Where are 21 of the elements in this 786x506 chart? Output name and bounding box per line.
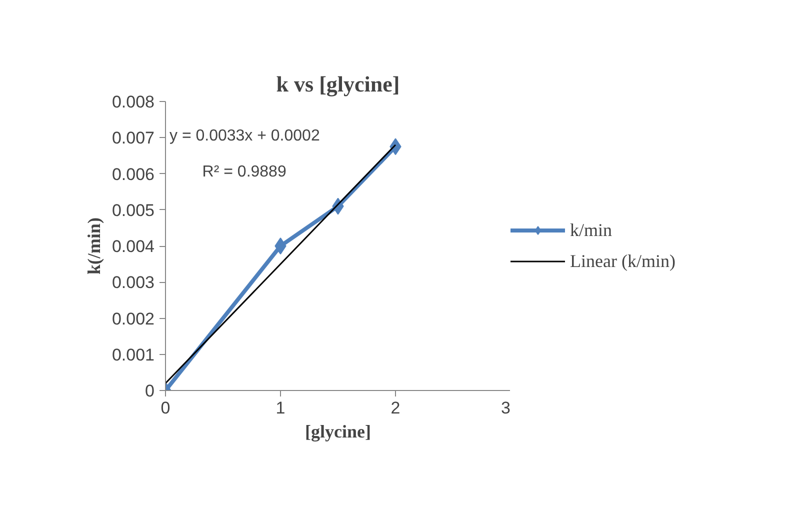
legend-label: k/min [570, 220, 612, 240]
x-tick-label: 1 [276, 398, 286, 418]
point [274, 238, 286, 254]
y-tick-label: 0.001 [112, 345, 155, 364]
legend-label: Linear (k/min) [570, 250, 676, 272]
y-tick-label: 0.008 [112, 92, 155, 112]
y-tick-label: 0.003 [112, 273, 155, 292]
y-tick-label: 0.006 [112, 164, 155, 184]
x-tick-label: 3 [501, 398, 511, 418]
annotation: y = 0.0033x + 0.0002 [170, 127, 320, 144]
annotation: R² = 0.9889 [202, 163, 286, 180]
y-tick-label: 0 [145, 382, 155, 400]
y-tick-label: 0.004 [112, 237, 155, 256]
chart-title: k vs [glycine] [276, 72, 400, 96]
y-tick-label: 0.005 [112, 200, 155, 220]
x-tick-label: 2 [390, 398, 400, 418]
y-tick-label: 0.007 [112, 128, 155, 148]
x-axis-title: [glycine] [305, 422, 371, 442]
y-axis-title: k(/min) [84, 217, 104, 275]
y-tick-label: 0.002 [112, 309, 155, 328]
x-tick-label: 0 [160, 398, 170, 418]
